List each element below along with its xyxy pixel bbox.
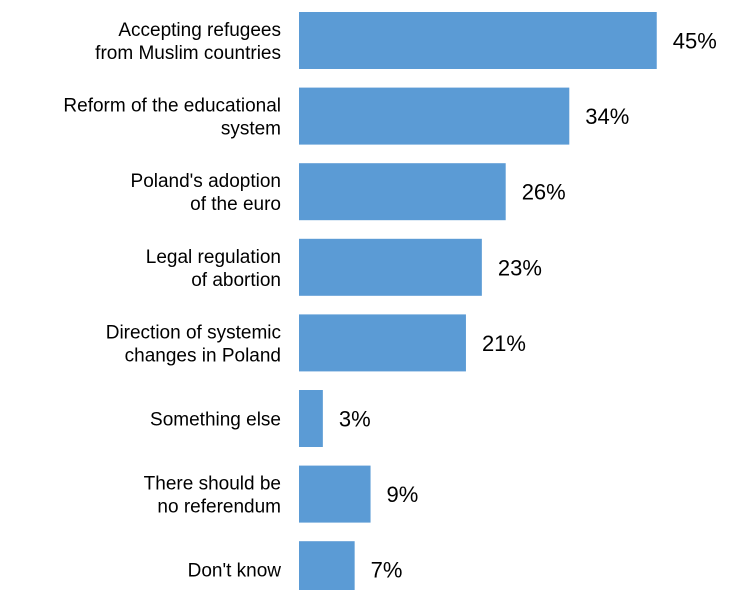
category-label-2-line-1: of the euro — [190, 194, 281, 215]
category-label-1-line-1: system — [221, 119, 281, 140]
category-label-0-line-1: from Muslim countries — [95, 43, 281, 64]
category-label-2-line-0: Poland's adoption — [131, 171, 281, 192]
bar-7 — [299, 541, 355, 590]
bar-4 — [299, 314, 466, 372]
value-label-3: 23% — [498, 255, 542, 280]
category-label-4-line-1: changes in Poland — [125, 345, 281, 366]
value-label-1: 34% — [585, 104, 629, 129]
category-label-6-line-0: There should be — [144, 474, 281, 495]
value-label-7: 7% — [371, 558, 403, 583]
category-label-4-line-0: Direction of systemic — [106, 322, 281, 343]
bar-3 — [299, 238, 482, 296]
bar-1 — [299, 87, 570, 145]
value-label-5: 3% — [339, 407, 371, 432]
bar-5 — [299, 390, 323, 447]
value-label-4: 21% — [482, 331, 526, 356]
value-label-6: 9% — [387, 482, 419, 507]
bar-0 — [299, 12, 657, 69]
category-label-7-line-0: Don't know — [188, 561, 282, 582]
category-label-0-line-0: Accepting refugees — [118, 20, 281, 41]
bars-group — [299, 12, 657, 590]
category-label-5-line-0: Something else — [150, 410, 281, 431]
value-labels-group: 45% 34% 26% 23% 21% 3% 9% 7% — [339, 29, 717, 583]
value-label-2: 26% — [522, 180, 566, 205]
category-label-3-line-1: of abortion — [191, 270, 281, 291]
bar-6 — [299, 465, 371, 523]
category-label-1-line-0: Reform of the educational — [63, 96, 281, 117]
category-label-6-line-1: no referendum — [157, 497, 281, 518]
bar-2 — [299, 163, 506, 221]
value-label-0: 45% — [673, 29, 717, 54]
category-label-3-line-0: Legal regulation — [146, 247, 281, 268]
